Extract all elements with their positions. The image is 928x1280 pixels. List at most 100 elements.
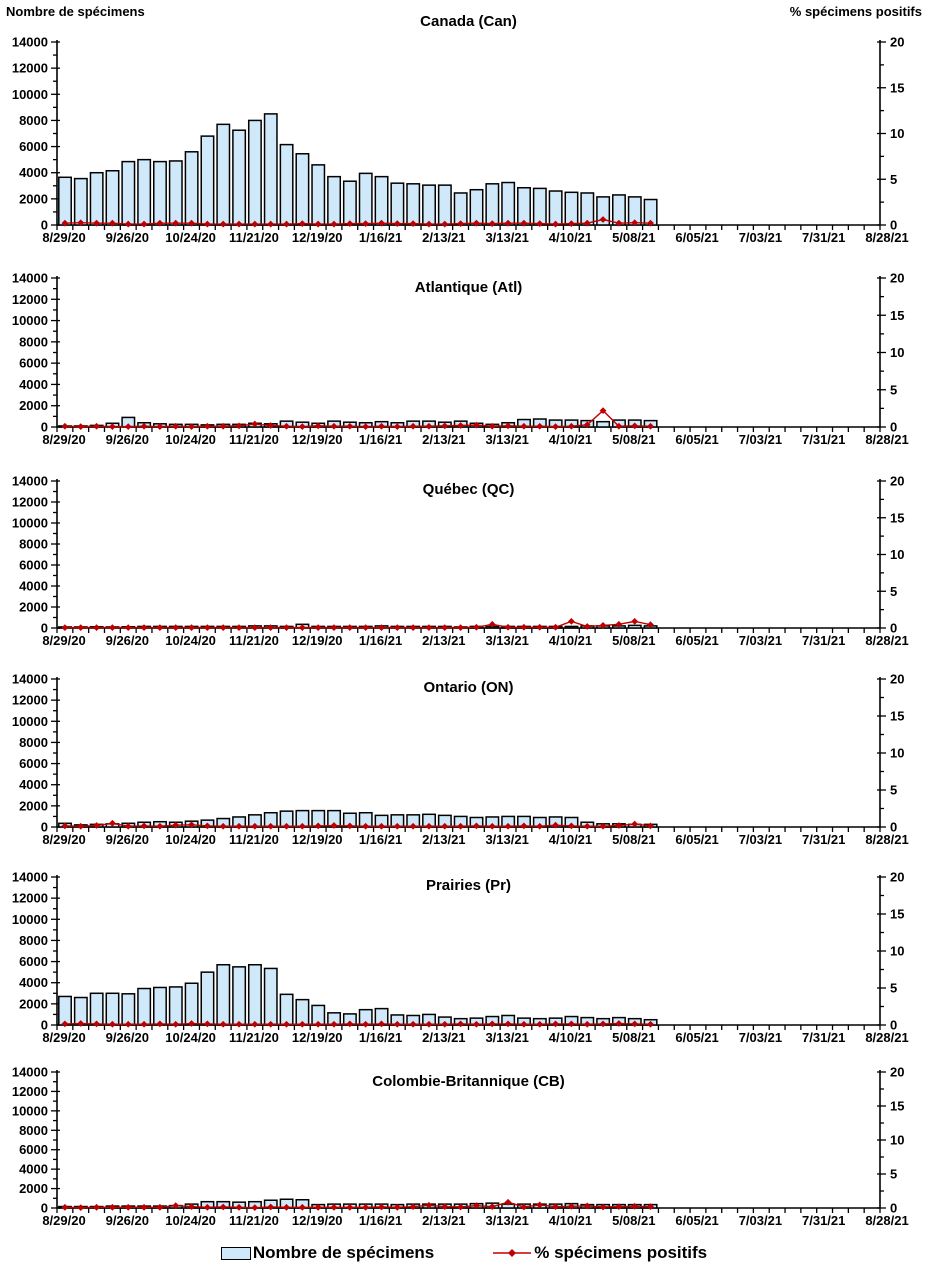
left-tick-label: 8000 — [19, 334, 48, 349]
left-tick-label: 10000 — [12, 87, 48, 102]
percent-diamond-marker — [203, 624, 211, 632]
percent-diamond-marker — [172, 219, 180, 227]
percent-diamond-marker — [378, 219, 385, 227]
x-tick-label: 4/10/21 — [549, 432, 592, 447]
x-tick-label: 8/29/20 — [42, 230, 85, 245]
bar-swatch-icon — [220, 1246, 251, 1260]
percent-diamond-marker — [188, 1020, 195, 1027]
percent-diamond-marker — [188, 624, 195, 632]
percent-diamond-marker — [457, 1020, 464, 1028]
left-tick-label: 6000 — [19, 1142, 48, 1157]
x-tick-label: 5/08/21 — [612, 832, 655, 847]
percent-diamond-marker — [583, 1020, 591, 1028]
x-tick-label: 1/16/21 — [359, 230, 402, 245]
percent-diamond-marker — [283, 1203, 290, 1211]
x-tick-label: 8/28/21 — [865, 832, 908, 847]
x-tick-label: 2/13/21 — [422, 832, 465, 847]
bar-rect — [548, 190, 563, 226]
percent-diamond-marker — [441, 422, 449, 430]
percent-diamond-marker — [393, 1020, 401, 1028]
x-tick-label: 9/26/20 — [106, 230, 149, 245]
right-tick-label: 15 — [890, 907, 904, 922]
percent-line-series — [64, 822, 651, 827]
legend-specimens-label: Nombre de spécimens — [252, 1243, 435, 1262]
percent-diamond-marker — [188, 219, 195, 227]
x-tick-label: 9/26/20 — [106, 1213, 149, 1228]
percent-diamond-marker — [156, 822, 164, 830]
bar-rect — [501, 181, 516, 226]
bars-series — [58, 963, 658, 1026]
percent-diamond-marker — [520, 422, 528, 430]
right-tick-label: 5 — [890, 1167, 897, 1182]
right-tick-label: 0 — [890, 420, 897, 435]
percent-diamond-marker — [520, 219, 528, 227]
x-tick-label: 9/26/20 — [106, 633, 149, 648]
percent-diamond-marker — [409, 220, 417, 228]
percent-diamond-marker — [393, 423, 401, 431]
chart-title: Prairies (Pr) — [426, 877, 511, 894]
percent-diamond-marker — [378, 822, 385, 830]
legend-item-specimens: Nombre de spécimens — [220, 1243, 435, 1263]
percent-diamond-marker — [140, 422, 148, 430]
percent-line-series — [64, 1022, 651, 1025]
bars-series — [58, 416, 658, 428]
x-tick-label: 8/29/20 — [42, 1213, 85, 1228]
x-tick-label: 7/03/21 — [739, 1030, 782, 1045]
percent-diamond-marker — [124, 624, 132, 632]
percent-diamond-marker — [488, 1020, 496, 1028]
x-tick-label: 6/05/21 — [675, 1213, 718, 1228]
percent-diamond-marker — [441, 1020, 449, 1028]
percent-diamond-marker — [488, 1203, 496, 1211]
left-tick-label: 8000 — [19, 1123, 48, 1138]
percent-diamond-marker — [631, 820, 639, 828]
percent-diamond-marker — [77, 822, 85, 830]
right-tick-label: 10 — [890, 547, 904, 562]
percent-line-series — [64, 218, 651, 225]
right-tick-label: 5 — [890, 981, 897, 996]
right-tick-label: 15 — [890, 510, 904, 525]
left-tick-label: 4000 — [19, 975, 48, 990]
bars-series — [58, 809, 658, 828]
percent-diamond-marker — [346, 1203, 354, 1211]
x-tick-label: 11/21/20 — [229, 1213, 279, 1228]
legend: Nombre de spécimens % spécimens positifs — [0, 1243, 928, 1263]
bar-rect — [200, 971, 215, 1026]
left-tick-label: 14000 — [12, 1065, 48, 1080]
percent-diamond-marker — [504, 1020, 512, 1028]
percent-diamond-marker — [124, 220, 132, 228]
bar-rect — [263, 113, 278, 226]
chart-title: Québec (QC) — [423, 481, 515, 498]
percent-diamond-marker — [298, 1020, 306, 1028]
x-tick-label: 10/24/20 — [165, 230, 216, 245]
bar-rect — [596, 420, 611, 428]
percent-diamond-marker — [583, 219, 591, 227]
percent-diamond-marker — [362, 1020, 370, 1028]
percent-diamond-marker — [393, 220, 401, 228]
percent-diamond-marker — [330, 822, 338, 829]
right-tick-label: 20 — [890, 35, 904, 50]
percent-diamond-marker — [330, 220, 338, 228]
percent-diamond-marker — [520, 1203, 528, 1211]
percent-diamond-marker — [346, 422, 354, 430]
x-tick-label: 3/13/21 — [485, 1030, 528, 1045]
percent-diamond-marker — [124, 1203, 132, 1211]
x-tick-label: 7/03/21 — [739, 432, 782, 447]
right-tick-label: 5 — [890, 783, 897, 798]
x-tick-label: 6/05/21 — [675, 633, 718, 648]
left-tick-label: 0 — [41, 820, 48, 835]
x-tick-label: 8/28/21 — [865, 633, 908, 648]
chart-panel-5: Prairies (Pr) 0 2000 4000 6000 8000 10000 12000… — [12, 870, 909, 1046]
percent-diamond-marker — [108, 219, 116, 227]
x-tick-label: 7/31/21 — [802, 1030, 845, 1045]
percent-diamond-marker — [425, 422, 433, 430]
percent-diamond-marker — [235, 220, 243, 228]
percent-diamond-marker — [473, 822, 480, 830]
bar-rect — [374, 175, 389, 226]
right-tick-label: 10 — [890, 746, 904, 761]
percent-diamond-marker — [251, 1020, 259, 1028]
right-tick-label: 15 — [890, 308, 904, 323]
left-tick-label: 10000 — [12, 1103, 48, 1118]
x-tick-label: 12/19/20 — [292, 1030, 343, 1045]
chart-panel-6: Colombie-Britannique (CB) 0 2000 4000 6000 80… — [12, 1065, 909, 1229]
percent-diamond-marker — [441, 822, 449, 830]
